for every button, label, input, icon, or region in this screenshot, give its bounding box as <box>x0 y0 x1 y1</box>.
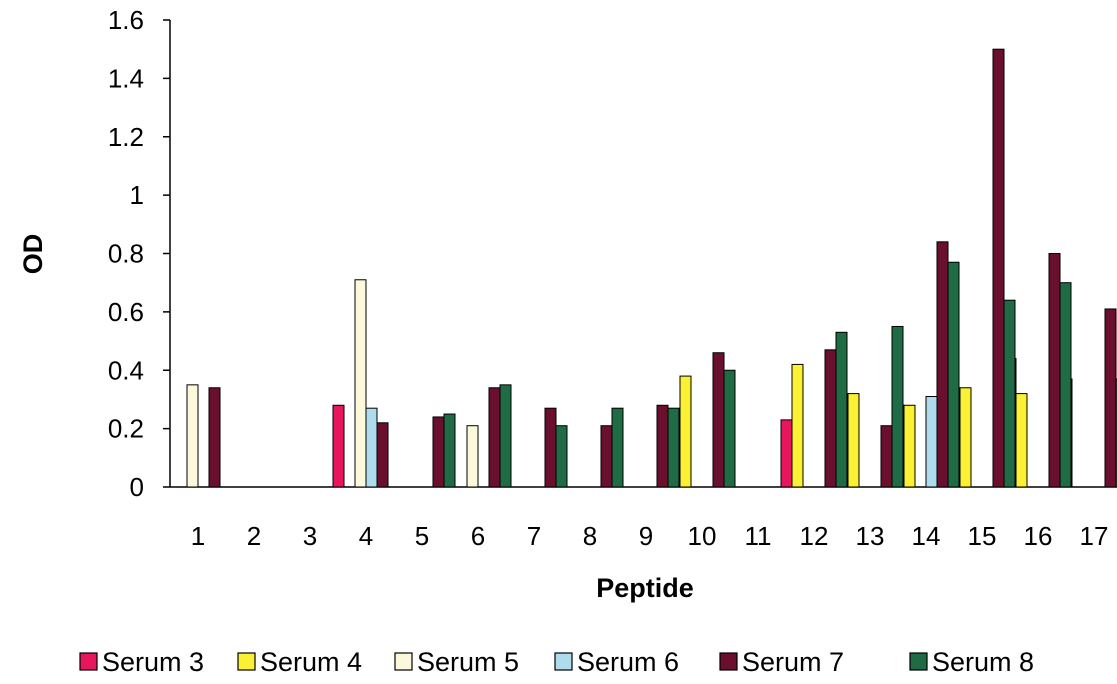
legend-swatch <box>554 652 573 671</box>
legend-swatch <box>79 652 98 671</box>
bar-serum-8-peptide-14 <box>947 261 960 488</box>
bar-serum-7-peptide-10 <box>712 352 725 488</box>
y-tick-label: 0 <box>130 472 144 502</box>
bar-serum-8-peptide-7 <box>555 425 568 488</box>
legend: Serum 3 Serum 4 Serum 5 Serum 6 Serum 7 Serum… <box>79 647 1034 677</box>
bar-serum-7-peptide-14 <box>936 241 949 488</box>
bar-serum-3-peptide-12 <box>780 419 793 488</box>
y-tick-label: 0.8 <box>108 239 144 269</box>
bar-serum-8-peptide-6 <box>499 384 512 488</box>
bar-serum-7-peptide-8 <box>600 425 613 488</box>
legend-swatch <box>394 652 413 671</box>
x-tick-label: 7 <box>527 521 541 551</box>
x-tick-label: 6 <box>471 521 485 551</box>
legend-label: Serum 7 <box>742 647 844 677</box>
bar-serum-7-peptide-12 <box>824 349 837 488</box>
bar-serum-7-peptide-13 <box>880 425 893 488</box>
x-tick-label: 12 <box>800 521 829 551</box>
bar-serum-5-peptide-4 <box>354 279 367 488</box>
bar-serum-7-peptide-7 <box>544 407 557 488</box>
bar-serum-4-peptide-16 <box>1015 393 1028 488</box>
y-tick-label: 1.2 <box>108 122 144 152</box>
y-axis-title: OD <box>18 234 48 275</box>
bar-serum-4-peptide-14 <box>903 404 916 488</box>
x-tick-label: 1 <box>191 521 205 551</box>
legend-label: Serum 6 <box>577 647 679 677</box>
y-tick-label: 0.4 <box>108 355 144 385</box>
x-tick-label: 15 <box>968 521 997 551</box>
bar-serum-4-peptide-10 <box>679 375 692 488</box>
x-axis: 1 2 3 4 5 6 7 8 9 10 11 12 13 14 15 16 17 <box>170 486 1117 551</box>
bar-serum-7-peptide-16 <box>1048 253 1061 488</box>
bar-serum-8-peptide-9 <box>667 407 680 488</box>
legend-label: Serum 3 <box>102 647 204 677</box>
bar-serum-8-peptide-10 <box>723 369 736 488</box>
y-tick-label: 0.2 <box>108 414 144 444</box>
y-tick-label: 1.6 <box>108 5 144 35</box>
x-tick-label: 5 <box>415 521 429 551</box>
bar-serum-5-peptide-1 <box>186 384 199 488</box>
x-tick-label: 4 <box>359 521 373 551</box>
legend-label: Serum 5 <box>417 647 519 677</box>
legend-swatch <box>909 652 928 671</box>
bar-serum-4-peptide-15 <box>959 387 972 488</box>
bars <box>186 48 1117 488</box>
x-tick-label: 10 <box>688 521 717 551</box>
x-tick-label: 9 <box>639 521 653 551</box>
bar-serum-7-peptide-5 <box>432 416 445 488</box>
bar-serum-4-peptide-13 <box>847 393 860 488</box>
x-tick-label: 8 <box>583 521 597 551</box>
x-tick-label: 13 <box>856 521 885 551</box>
legend-label: Serum 8 <box>932 647 1034 677</box>
legend-swatch <box>719 652 738 671</box>
y-tick-label: 1 <box>130 180 144 210</box>
bar-serum-7-peptide-15 <box>992 48 1005 488</box>
bar-serum-7-peptide-6 <box>488 387 501 488</box>
bar-serum-8-peptide-5 <box>443 413 456 488</box>
bar-serum-6-peptide-14 <box>925 396 938 488</box>
y-axis: 0 0.2 0.4 0.6 0.8 1 1.2 1.4 1.6 <box>108 5 171 502</box>
legend-swatch <box>237 652 256 671</box>
bar-serum-5-peptide-6 <box>466 425 479 488</box>
x-tick-label: 14 <box>912 521 941 551</box>
x-tick-label: 2 <box>247 521 261 551</box>
bar-serum-6-peptide-4 <box>365 407 378 488</box>
bar-serum-7-peptide-17 <box>1104 308 1117 488</box>
x-tick-label: 11 <box>745 521 772 551</box>
legend-label: Serum 4 <box>260 647 362 677</box>
bar-serum-3-peptide-4 <box>332 404 345 488</box>
bar-serum-8-peptide-13 <box>891 325 904 488</box>
x-tick-label: 17 <box>1080 521 1109 551</box>
bar-serum-8-peptide-12 <box>835 331 848 488</box>
x-tick-label: 16 <box>1024 521 1053 551</box>
y-tick-label: 0.6 <box>108 297 144 327</box>
bar-serum-7-peptide-9 <box>656 404 669 488</box>
bar-serum-7-peptide-4 <box>376 422 389 488</box>
x-axis-title: Peptide <box>596 573 694 603</box>
bar-serum-8-peptide-8 <box>611 407 624 488</box>
bar-serum-8-peptide-15 <box>1003 299 1016 488</box>
bar-serum-8-peptide-16 <box>1059 282 1072 488</box>
x-tick-label: 3 <box>303 521 317 551</box>
bar-serum-7-peptide-1 <box>208 387 221 488</box>
y-tick-label: 1.4 <box>108 63 144 93</box>
bar-serum-4-peptide-12 <box>791 363 804 488</box>
